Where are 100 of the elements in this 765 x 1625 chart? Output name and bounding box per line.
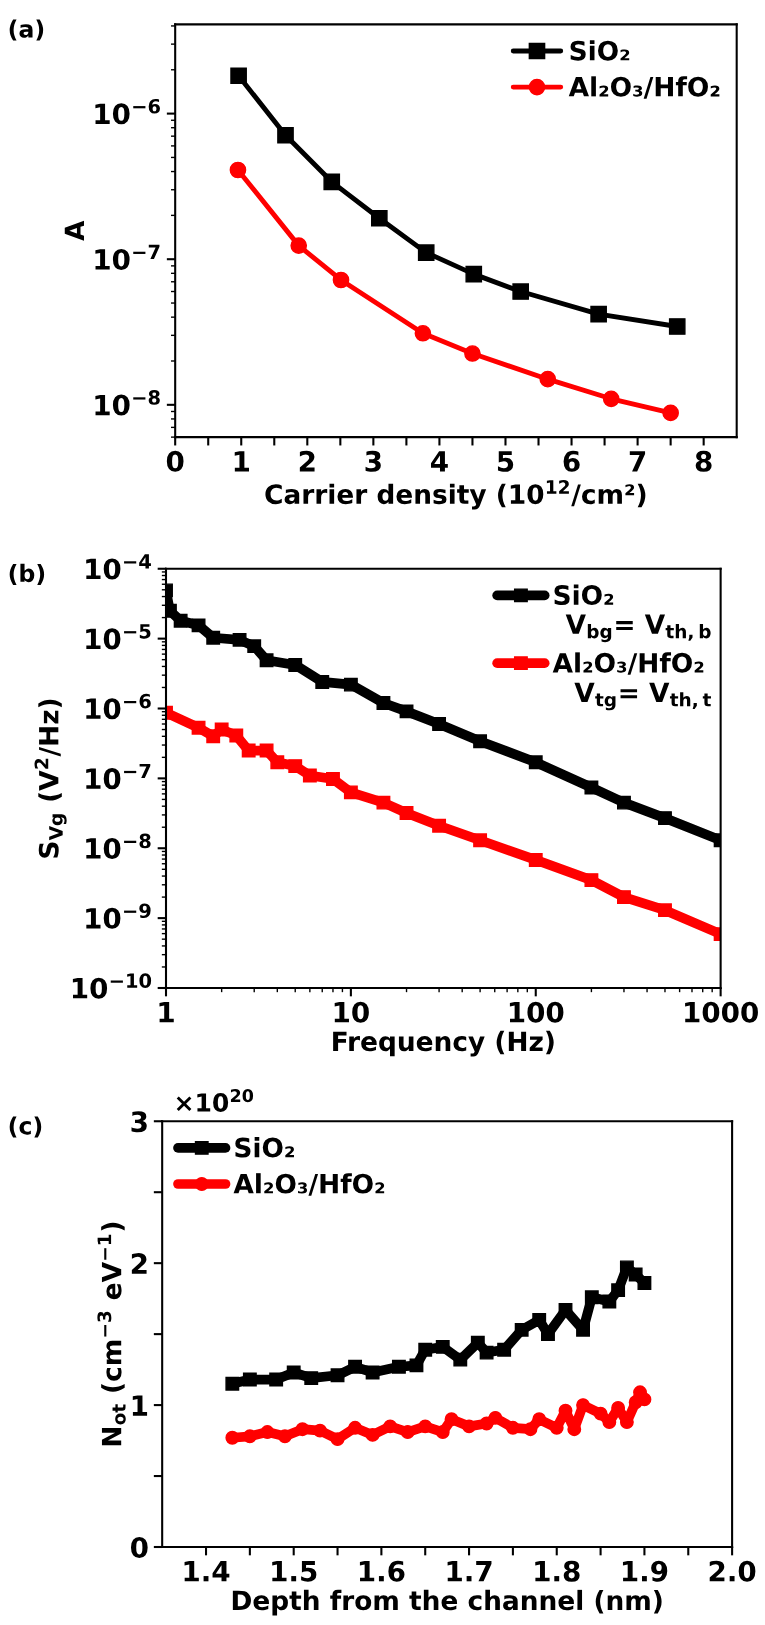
point xyxy=(435,1425,450,1439)
point xyxy=(304,1371,319,1386)
x-tick-label: 7 xyxy=(629,451,646,472)
point xyxy=(383,1419,398,1434)
x-tick-label: 6 xyxy=(563,450,580,472)
legend-label: Al₂O₃/HfO₂ xyxy=(233,1173,385,1196)
point xyxy=(370,209,388,227)
legend-label: Al₂O₃/HfO₂ xyxy=(552,652,704,675)
y-tick-label: 0 xyxy=(130,1536,148,1558)
point xyxy=(576,1322,590,1337)
y-tick-label: 10$^{−10}$ xyxy=(72,973,152,999)
y-tick-label: 10$^{−9}$ xyxy=(86,903,151,929)
point xyxy=(414,324,432,342)
x-tick-label: 8 xyxy=(695,450,712,472)
x-tick-label: 4 xyxy=(431,451,448,472)
point xyxy=(539,370,557,388)
y-axis-title: N$_{ot}$ (cm$^{−3}$ eV$^{−1}$) xyxy=(97,1222,126,1446)
point xyxy=(512,283,530,300)
y-tick-label: 10$^{−8}$ xyxy=(95,390,160,416)
point xyxy=(662,404,679,422)
point xyxy=(323,173,341,191)
point xyxy=(330,1432,345,1447)
point xyxy=(418,1342,433,1357)
point xyxy=(488,1410,503,1425)
point xyxy=(332,271,350,289)
x-tick-label: 1000 xyxy=(685,1001,758,1023)
point xyxy=(230,67,247,85)
x-tick-label: 1 xyxy=(234,451,249,472)
x-axis-title: Carrier density (10$^{12}$/cm²) xyxy=(265,479,646,510)
x-tick-label: 1 xyxy=(159,1002,174,1023)
x-tick-label: 10 xyxy=(334,1001,369,1023)
point xyxy=(277,1429,292,1444)
point xyxy=(470,1335,485,1350)
point xyxy=(532,1312,547,1327)
point xyxy=(229,161,247,179)
y-tick-label: 10$^{−4}$ xyxy=(86,554,151,580)
point xyxy=(668,318,686,335)
y-tick-label: 1 xyxy=(132,1395,148,1416)
y-tick-label: 3 xyxy=(131,1111,147,1133)
point xyxy=(593,1406,608,1421)
text: (b) xyxy=(9,563,45,585)
point xyxy=(400,1425,415,1439)
point xyxy=(286,1365,301,1380)
point xyxy=(365,1427,380,1442)
legend-label: Al₂O₃/HfO₂ xyxy=(568,76,720,99)
point xyxy=(260,1425,275,1439)
point xyxy=(330,1368,345,1383)
text: (c) xyxy=(9,1116,42,1138)
x-tick-label: 5 xyxy=(497,451,514,472)
x-tick-label: 1.4 xyxy=(184,1561,230,1582)
y-tick-label: 2 xyxy=(131,1253,147,1274)
point xyxy=(465,265,483,283)
point xyxy=(417,244,435,261)
point xyxy=(269,1372,284,1387)
x-tick-label: 2 xyxy=(299,450,315,472)
point xyxy=(295,1422,310,1437)
y-tick-label: 10$^{−6}$ xyxy=(86,693,151,720)
point xyxy=(602,390,620,408)
annotation: V$_{bg}$= V$_{th,b}$ xyxy=(565,614,711,643)
point xyxy=(532,1412,547,1427)
point xyxy=(602,1294,617,1309)
point xyxy=(409,1358,424,1373)
x-tick-label: 1.5 xyxy=(272,1561,317,1582)
point xyxy=(225,1376,240,1391)
point xyxy=(464,345,481,362)
legend-label: SiO₂ xyxy=(570,40,630,61)
x-axis-title: Frequency (Hz) xyxy=(333,1030,554,1057)
point xyxy=(348,1420,363,1435)
y-tick-label: 10$^{−7}$ xyxy=(95,244,160,270)
x-tick-label: 1.9 xyxy=(622,1560,668,1582)
point xyxy=(242,1372,257,1387)
y-tick-label: 10$^{−6}$ xyxy=(95,98,160,125)
point xyxy=(462,1419,477,1434)
point xyxy=(611,1283,626,1298)
point xyxy=(505,1420,520,1435)
x-tick-label: 2.0 xyxy=(709,1560,756,1582)
point xyxy=(365,1365,380,1380)
y-tick-label: 10$^{−7}$ xyxy=(86,763,151,790)
x-tick-label: 3 xyxy=(365,450,381,472)
y-axis-title: A xyxy=(64,220,84,241)
point xyxy=(348,1359,363,1374)
x-tick-label: 100 xyxy=(509,1001,564,1023)
text: ×10$^{20}$ xyxy=(176,1089,254,1112)
y-tick-label: 10$^{−8}$ xyxy=(86,833,151,859)
point xyxy=(584,1290,599,1305)
legend-label: SiO₂ xyxy=(235,1137,294,1158)
text: (a) xyxy=(9,19,44,41)
point xyxy=(453,1352,468,1367)
point xyxy=(313,1423,327,1438)
point xyxy=(290,237,308,254)
legend-label: SiO₂ xyxy=(554,584,614,606)
point xyxy=(242,1429,257,1444)
point xyxy=(391,1359,406,1374)
x-tick-label: 1.7 xyxy=(447,1561,492,1582)
point xyxy=(523,1422,538,1437)
x-tick-label: 1.6 xyxy=(359,1560,405,1582)
point xyxy=(497,1342,512,1357)
point xyxy=(225,1430,240,1445)
x-tick-label: 0 xyxy=(166,450,184,472)
point xyxy=(637,1276,652,1290)
